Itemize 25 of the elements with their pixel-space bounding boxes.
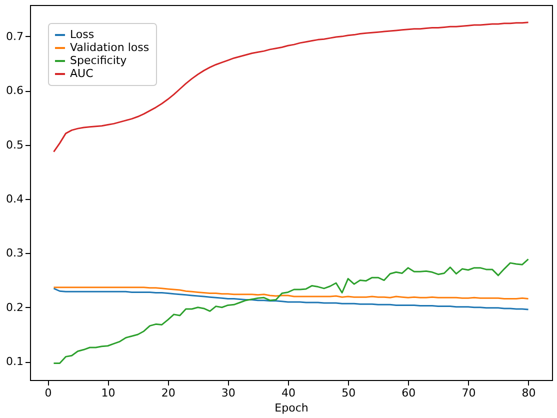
x-tick-label: 40 (281, 386, 296, 400)
x-tick-label: 50 (342, 386, 356, 400)
y-tick-label: 0.6 (6, 84, 24, 98)
legend-label: Validation loss (70, 41, 150, 54)
legend-label: AUC (70, 67, 94, 80)
y-tick-label: 0.7 (6, 30, 24, 43)
x-tick-label: 0 (44, 386, 52, 400)
line-series (52, 258, 530, 364)
legend-label: Loss (70, 28, 94, 41)
x-axis-title: Epoch (274, 402, 308, 414)
x-tick-label: 30 (221, 386, 236, 400)
y-tick-label: 0.1 (6, 355, 24, 368)
x-tick-label: 60 (402, 386, 416, 400)
x-tick-label: 10 (101, 386, 116, 400)
legend-label: Specificity (70, 54, 128, 67)
line-series (52, 22, 530, 153)
x-tick-label: 20 (161, 386, 176, 400)
line-series (52, 288, 530, 310)
y-tick-label: 0.2 (6, 300, 24, 314)
y-tick-label: 0.4 (6, 192, 24, 206)
line-series (52, 286, 530, 300)
y-tick-label: 0.5 (6, 138, 24, 152)
x-tick-label: 70 (462, 386, 476, 400)
y-tick-label: 0.3 (6, 246, 24, 260)
x-tick-label: 80 (522, 386, 536, 400)
